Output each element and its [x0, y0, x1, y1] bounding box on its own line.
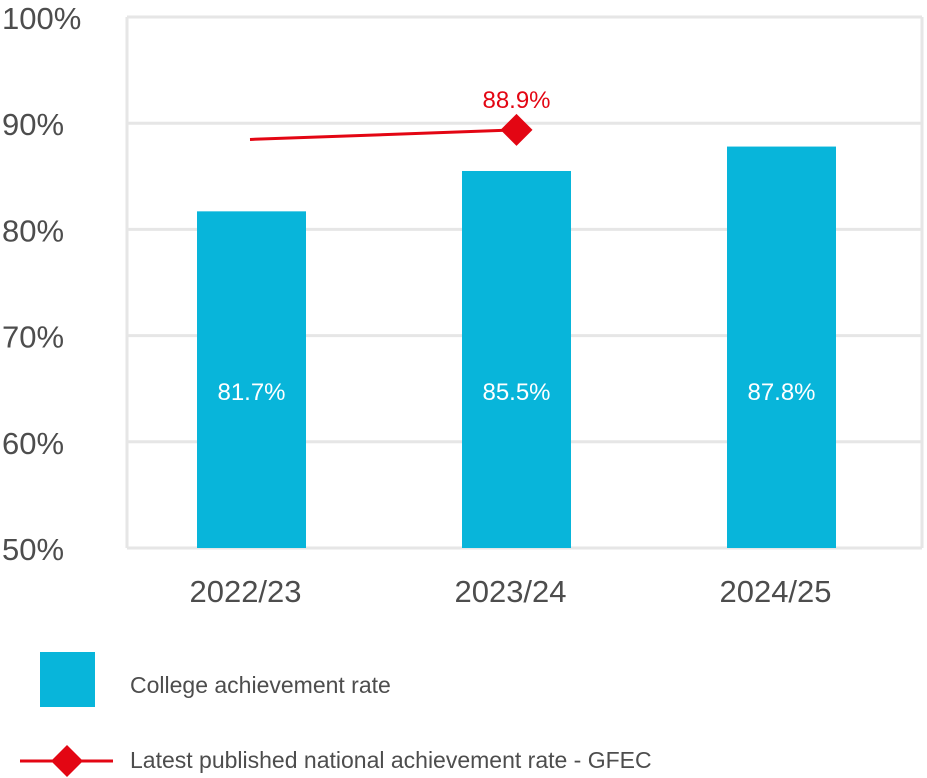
y-tick-label: 60%	[2, 426, 64, 461]
legend-swatch-bar	[40, 652, 95, 707]
bar-value-label: 85.5%	[482, 379, 550, 406]
x-tick-label: 2024/25	[719, 574, 831, 609]
x-tick-label: 2023/24	[454, 574, 566, 609]
diamond-marker-icon	[500, 113, 533, 146]
y-tick-label: 80%	[2, 213, 64, 248]
x-axis: 2022/23 2023/24 2024/25	[189, 574, 831, 609]
line-value-label: 88.9%	[482, 87, 550, 114]
legend-label-national: Latest published national achievement ra…	[130, 747, 652, 773]
y-tick-label: 70%	[2, 320, 64, 355]
y-tick-label: 50%	[2, 532, 64, 567]
x-tick-label: 2022/23	[189, 574, 301, 609]
national-rate-line	[249, 128, 517, 141]
bar-value-label: 81.7%	[217, 379, 285, 406]
y-tick-label: 100%	[2, 1, 81, 36]
bar	[462, 170, 571, 549]
bar	[727, 146, 836, 548]
y-tick-label: 90%	[2, 107, 64, 142]
legend: College achievement rate Latest publishe…	[20, 652, 652, 777]
bar-series: 81.7% 85.5% 87.8%	[197, 146, 836, 549]
bar	[197, 211, 306, 548]
legend-diamond-icon	[51, 745, 83, 777]
y-axis: 50% 60% 70% 80% 90% 100%	[2, 1, 81, 567]
legend-label-college: College achievement rate	[130, 672, 391, 698]
line-series: 88.9%	[249, 87, 551, 146]
bar-value-label: 87.8%	[747, 379, 815, 406]
